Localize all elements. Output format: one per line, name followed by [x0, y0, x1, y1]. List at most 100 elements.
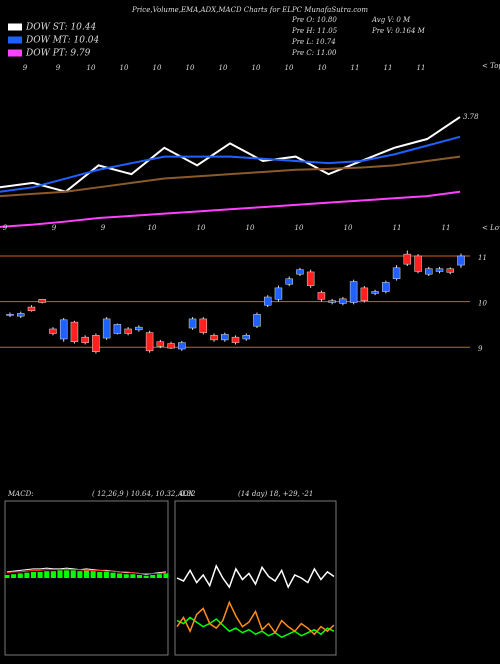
candle-body — [403, 253, 412, 265]
info-label: Pre H: 11.05 — [291, 27, 338, 35]
date-label: 9 — [56, 64, 61, 72]
lows-label: < Lows — [482, 224, 500, 232]
candle-body — [178, 342, 186, 350]
histogram-bar — [117, 573, 123, 578]
candle-body — [199, 318, 208, 333]
candle-body — [274, 287, 283, 300]
chart-title: Price,Volume,EMA,ADX,MACD Charts for ELP… — [131, 6, 368, 14]
date-label: 10 — [219, 64, 228, 72]
candle-body — [167, 343, 175, 349]
legend-swatch — [8, 36, 22, 44]
histogram-bar — [70, 570, 76, 578]
date-label: 11 — [417, 64, 426, 72]
info-label: Pre L: 10.74 — [291, 38, 336, 46]
legend-label: DOW MT: 10.04 — [25, 36, 100, 46]
date-label: 10 — [186, 64, 195, 72]
histogram-bar — [150, 574, 156, 578]
date-label: 9 — [101, 224, 106, 232]
histogram-bar — [103, 571, 109, 578]
date-label: 11 — [393, 224, 402, 232]
histogram-bar — [123, 574, 129, 578]
candle-body — [135, 326, 143, 331]
date-label: 10 — [246, 224, 255, 232]
date-label: 10 — [285, 64, 294, 72]
candle-body — [16, 313, 25, 317]
panel-subtitle: (14 day) 18, +29, -21 — [238, 490, 313, 498]
candle-body — [285, 278, 293, 285]
candle-body — [242, 335, 250, 340]
candle-body — [81, 336, 89, 343]
legend-label: DOW PT: 9.79 — [25, 49, 91, 59]
candle-body — [188, 318, 197, 329]
legend-label: DOW ST: 10.44 — [25, 23, 96, 33]
y-tick-label: 10 — [478, 300, 487, 308]
candle-body — [70, 321, 79, 342]
series-line — [0, 135, 461, 193]
series-line — [176, 563, 335, 589]
legend-swatch — [8, 49, 22, 57]
candle-body — [221, 334, 229, 341]
histogram-bar — [4, 574, 10, 578]
legend-swatch — [8, 23, 22, 31]
series-line — [0, 116, 461, 193]
date-label: 9 — [52, 224, 57, 232]
panel-subtitle: ( 12,26,9 ) 10.64, 10.32, 0.32 — [92, 490, 196, 498]
date-label: 11 — [384, 64, 393, 72]
tops-label: < Tops — [482, 62, 500, 70]
series-line — [0, 155, 461, 198]
volume-label: Avg V: 0 M — [371, 16, 411, 24]
y-tick-label: 9 — [478, 345, 483, 353]
candle-body — [339, 298, 347, 304]
histogram-bar — [24, 572, 30, 578]
candle-body — [360, 287, 369, 301]
histogram-bar — [50, 571, 56, 578]
candle-body — [263, 296, 272, 306]
date-label: 10 — [197, 224, 206, 232]
histogram-bar — [11, 574, 17, 578]
candle-body — [92, 335, 100, 353]
date-label: 9 — [23, 64, 28, 72]
date-label: 10 — [344, 224, 353, 232]
candle-body — [113, 324, 122, 334]
histogram-bar — [163, 573, 169, 578]
date-label: 10 — [295, 224, 304, 232]
series-line — [0, 190, 461, 228]
candle-body — [414, 255, 422, 272]
date-label: 10 — [120, 64, 129, 72]
volume-label: Pre V: 0.164 M — [371, 27, 426, 35]
end-label: 3.78 — [463, 113, 479, 121]
series-line — [176, 600, 335, 636]
candle-body — [306, 271, 315, 286]
candle-body — [49, 328, 57, 334]
histogram-bar — [90, 571, 96, 578]
histogram-bar — [156, 574, 162, 578]
info-label: Pre C: 11.00 — [291, 49, 337, 57]
histogram-bar — [30, 571, 37, 578]
histogram-bar — [37, 571, 43, 578]
date-label: 11 — [442, 224, 451, 232]
candle-body — [6, 314, 14, 316]
histogram-bar — [64, 570, 70, 578]
candle-body — [102, 318, 111, 339]
candle-body — [145, 332, 154, 352]
candle-body — [27, 306, 36, 311]
candle-body — [457, 255, 465, 266]
candle-body — [435, 268, 444, 272]
candle-body — [59, 319, 68, 340]
histogram-bar — [57, 570, 63, 578]
candle-body — [328, 300, 336, 303]
candle-body — [371, 291, 379, 294]
histogram-bar — [97, 571, 103, 578]
info-label: Pre O: 10.80 — [291, 16, 337, 24]
date-label: 10 — [252, 64, 261, 72]
histogram-bar — [143, 575, 149, 578]
series-line — [176, 616, 335, 639]
histogram-bar — [83, 570, 90, 578]
candle-body — [231, 336, 240, 343]
date-label: 9 — [3, 224, 8, 232]
candle-body — [349, 281, 358, 303]
candle-body — [38, 299, 46, 303]
